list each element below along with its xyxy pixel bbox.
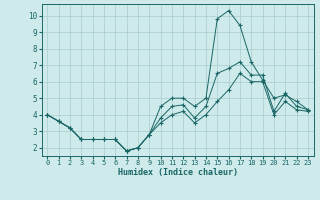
X-axis label: Humidex (Indice chaleur): Humidex (Indice chaleur) — [118, 168, 237, 177]
